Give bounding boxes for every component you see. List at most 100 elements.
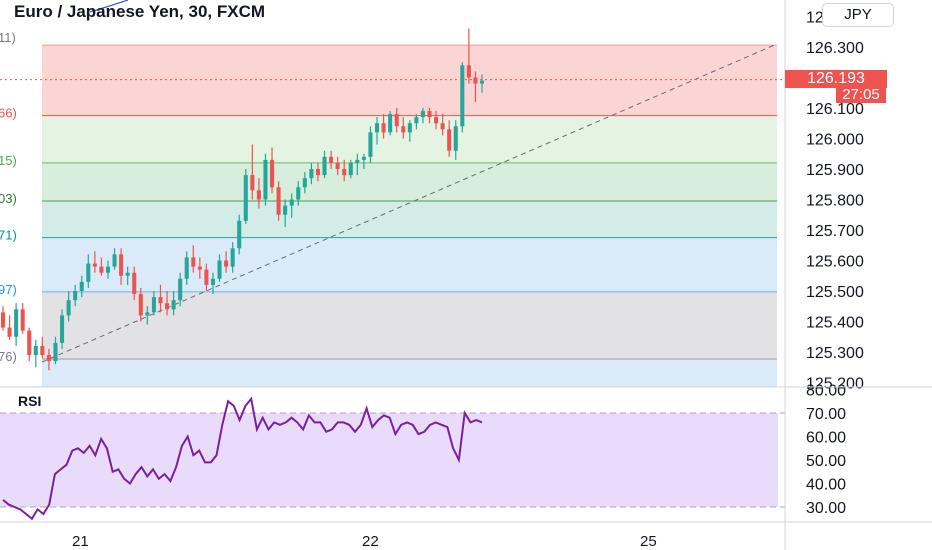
candle-body (165, 303, 170, 310)
fib-level-label: 15) (0, 153, 17, 168)
candle-body (388, 114, 393, 133)
rsi-pane (0, 396, 785, 521)
candle-body (184, 257, 189, 279)
candle-body (119, 254, 124, 276)
fib-level-label: 71) (0, 228, 17, 243)
fib-level-label: 97) (0, 282, 17, 297)
candle-body (453, 126, 458, 151)
rsi-axis-tick-label: 70.00 (806, 406, 846, 423)
price-axis-tick-label: 125.400 (806, 315, 864, 332)
candle-body (283, 205, 288, 215)
candle-body (368, 132, 373, 157)
candle-body (14, 309, 19, 337)
candle-body (20, 309, 25, 331)
fib-zone (42, 237, 777, 292)
candle-body (230, 248, 235, 267)
rsi-indicator-label[interactable]: RSI (18, 393, 42, 409)
last-price-tag: 126.193 (785, 70, 887, 88)
candle-body (79, 281, 84, 291)
candle-body (420, 111, 425, 118)
rsi-axis-tick-label: 40.00 (806, 477, 846, 494)
drawing-fragment (89, 0, 129, 13)
candle-body (407, 123, 412, 133)
candle-body (92, 263, 97, 267)
rsi-axis[interactable]: 80.00 70.00 60.00 50.00 40.00 30.00 (806, 383, 846, 518)
candle-body (105, 266, 111, 273)
candle-body (302, 178, 307, 188)
rsi-axis-tick-label: 60.00 (806, 430, 846, 447)
trend-line-path (41, 43, 778, 363)
candle-body (158, 297, 163, 304)
fib-level-label: 03) (0, 191, 17, 206)
price-axis[interactable]: 126.400126.300126.200126.100126.000125.9… (806, 10, 864, 393)
price-axis-tick-label: 125.300 (806, 345, 864, 362)
candle-body (263, 159, 268, 200)
trend-line[interactable] (41, 43, 778, 363)
candle-body (86, 263, 91, 282)
candle-body (171, 300, 176, 310)
candle-body (329, 156, 334, 163)
candle-body (394, 114, 399, 127)
candle-body (33, 345, 38, 356)
fib-zone (42, 201, 777, 238)
candle-body (296, 187, 301, 200)
price-axis-tick-label: 125.800 (806, 193, 864, 210)
candle-body (414, 117, 419, 124)
candle-body (276, 187, 281, 215)
candle-body (342, 169, 347, 176)
candle-body (355, 159, 360, 163)
candle-body (447, 129, 452, 151)
candle-body (53, 342, 58, 362)
candle-body (60, 315, 65, 343)
candle-body (479, 80, 485, 84)
candle-body (256, 190, 261, 200)
candle-body (427, 111, 432, 118)
candle-body (210, 278, 216, 285)
candle-body (197, 266, 202, 270)
price-axis-tick-label: 126.300 (806, 40, 864, 57)
candle-body (243, 175, 248, 221)
candle-body (132, 272, 137, 295)
candle-body (7, 327, 12, 337)
candle-body (348, 162, 353, 176)
candle-body (237, 220, 242, 249)
fib-level-label: 66) (0, 106, 17, 121)
candle-body (289, 199, 294, 206)
candle-body (224, 260, 229, 267)
rsi-axis-tick-label: 30.00 (806, 500, 846, 517)
fib-zone (42, 291, 777, 360)
symbol-title[interactable]: Euro / Japanese Yen, 30, FXCM (14, 2, 266, 21)
candle-body (145, 312, 150, 316)
candle-body (361, 156, 366, 160)
fib-zone (42, 359, 777, 387)
fib-level-label: 76) (0, 349, 17, 364)
time-axis[interactable]: 21 22 25 (72, 533, 657, 550)
candle-body (322, 156, 327, 176)
candle-body (40, 345, 45, 356)
candle-body (440, 123, 445, 130)
fib-zones (42, 44, 777, 387)
candle-body (46, 355, 51, 362)
rsi-line (2, 396, 483, 521)
price-axis-tick-label: 125.900 (806, 162, 864, 179)
rsi-axis-tick-label: 80.00 (806, 383, 846, 400)
candle-body (401, 126, 406, 133)
candle-body (473, 77, 478, 84)
candle-body (434, 117, 439, 124)
fib-level-label: 11) (0, 30, 16, 45)
candle-body (138, 294, 143, 316)
candle-body (112, 254, 117, 267)
candle-body (466, 65, 471, 78)
currency-button[interactable]: JPY (822, 3, 894, 27)
price-axis-tick-label: 125.600 (806, 254, 864, 271)
candle-body (151, 297, 156, 313)
candle-body (125, 272, 130, 276)
price-axis-tick-label: 126.000 (806, 132, 864, 149)
rsi-axis-tick-label: 50.00 (806, 453, 846, 470)
candle-body (73, 291, 78, 301)
candle-body (381, 123, 386, 133)
fib-zone (42, 162, 777, 202)
candle-body (269, 159, 275, 188)
candle-body (217, 260, 222, 279)
